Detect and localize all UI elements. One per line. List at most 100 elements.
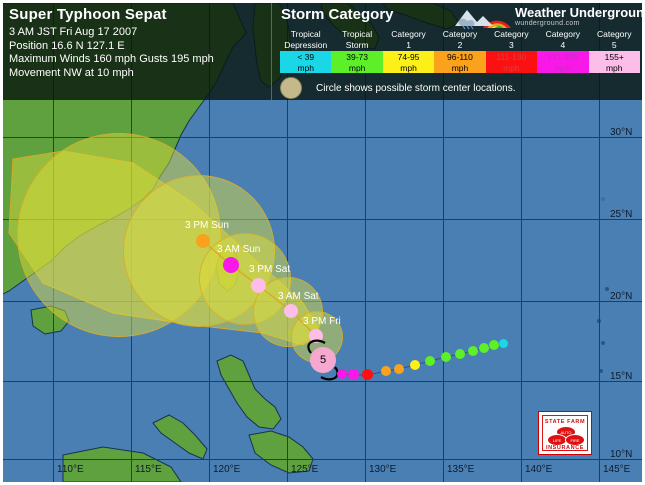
possible-center-circle-swatch (280, 77, 302, 99)
category-swatch-0[interactable]: < 39 mph (280, 51, 332, 73)
track-dot-2[interactable] (362, 369, 373, 380)
map-canvas[interactable]: 3 PM Sun 3 AM Sun 3 PM Sat 3 AM Sat 3 PM… (3, 3, 642, 482)
island-dot (599, 369, 603, 373)
track-dot-3[interactable] (381, 366, 391, 376)
state-farm-oval-2: FIRE (565, 434, 585, 446)
forecast-label-1: 3 AM Sun (217, 244, 261, 255)
state-farm-insurance-logo[interactable]: STATE FARM AUTO LIFE FIRE INSURANCE (538, 411, 592, 455)
category-header-1: Tropical Storm (331, 29, 382, 50)
lat-label-30: 30°N (610, 127, 633, 138)
current-storm-symbol[interactable]: 5 (310, 347, 336, 373)
forecast-label-4: 3 PM Fri (303, 316, 341, 327)
lon-label-140: 140°E (525, 464, 553, 475)
landmass-borneo (62, 446, 182, 482)
track-dot-11[interactable] (489, 340, 499, 350)
track-dot-1[interactable] (348, 369, 359, 380)
circle-legend-note: Circle shows possible storm center locat… (280, 77, 516, 99)
track-dot-6[interactable] (425, 356, 435, 366)
category-header-line1-5: Category (545, 29, 581, 39)
storm-category-title: Storm Category (281, 6, 394, 23)
landmass-luzon (216, 354, 282, 430)
track-dot-8[interactable] (455, 349, 465, 359)
category-swatch-2[interactable]: 74-95 mph (382, 51, 435, 73)
forecast-point-3[interactable] (284, 304, 298, 318)
weather-underground-logo[interactable]: Weather Underground wunderground.com (453, 5, 642, 31)
category-swatch-5[interactable]: 131-155 mph (537, 51, 589, 73)
track-dot-7[interactable] (441, 352, 451, 362)
track-dot-0[interactable] (337, 369, 347, 379)
category-header-line1-3: Category (442, 29, 478, 39)
state-farm-oval-label-0: AUTO (560, 429, 572, 435)
category-swatch-3[interactable]: 96-110 mph (434, 51, 486, 73)
gridline-lon-140 (521, 3, 522, 482)
category-header-line2-1: Storm (345, 39, 369, 50)
category-swatch-4[interactable]: 111-130 mph (485, 51, 538, 73)
forecast-point-1[interactable] (223, 257, 239, 273)
state-farm-oval-label-2: FIRE (570, 437, 580, 443)
lon-label-120: 120°E (213, 464, 241, 475)
island-dot (601, 341, 605, 345)
category-swatch-6[interactable]: 155+ mph (588, 51, 640, 73)
gridline-lon-135 (443, 3, 444, 482)
gridline-lat-25 (3, 219, 642, 220)
lon-label-115: 115°E (135, 464, 162, 475)
gridline-lon-145 (599, 3, 600, 482)
category-headers-row: Tropical Depression Tropical Storm Categ… (280, 29, 640, 50)
gridline-lat-20 (3, 301, 642, 302)
category-header-2: Category 1 (383, 29, 434, 50)
category-header-line1-6: Category (596, 29, 632, 39)
category-range-line2-4: mph (503, 62, 520, 73)
category-header-line2-3: 2 (457, 39, 463, 50)
category-range-line2-3: mph (451, 62, 469, 73)
category-range-line1-2: 74-95 (397, 52, 420, 62)
category-header-4: Category 3 (486, 29, 537, 50)
circle-legend-text: Circle shows possible storm center locat… (316, 82, 516, 94)
category-header-5: Category 4 (537, 29, 588, 50)
gridline-lat-30 (3, 137, 642, 138)
category-range-line2-6: mph (605, 62, 623, 73)
lon-label-130: 130°E (369, 464, 397, 475)
category-range-line1-3: 96-110 (447, 52, 473, 62)
category-header-line1-1: Tropical (342, 29, 373, 39)
category-range-line1-1: 39-73 (346, 52, 368, 62)
lon-label-110: 110°E (57, 464, 84, 475)
category-range-line2-2: mph (400, 62, 417, 73)
island-dot (605, 287, 609, 291)
category-range-line1-4: 111-130 (496, 52, 527, 62)
forecast-point-0[interactable] (196, 234, 210, 248)
track-dot-10[interactable] (479, 343, 489, 353)
state-farm-top-text: STATE FARM (544, 419, 586, 425)
category-range-line2-0: mph (297, 62, 314, 73)
lon-label-135: 135°E (447, 464, 475, 475)
rainbow-cloud-icon (455, 10, 511, 30)
category-header-line2-4: 3 (509, 39, 514, 50)
category-swatch-1[interactable]: 39-73 mph (331, 51, 383, 73)
track-dot-4[interactable] (394, 364, 404, 374)
lat-label-15: 15°N (610, 371, 633, 382)
track-dot-9[interactable] (468, 346, 478, 356)
category-color-bars: < 39 mph 39-73 mph 74-95 mph 96-110 mph (280, 51, 640, 73)
current-storm-category-label: 5 (319, 354, 327, 366)
forecast-label-3: 3 AM Sat (278, 291, 319, 302)
category-header-0: Tropical Depression (280, 29, 331, 50)
brand-domain: wunderground.com (515, 20, 580, 27)
info-header: Super Typhoon Sepat 3 AM JST Fri Aug 17 … (3, 3, 642, 100)
category-header-line2-6: 5 (611, 39, 617, 50)
category-header-6: Category 5 (589, 29, 640, 50)
gridline-lat-15 (3, 381, 642, 382)
forecast-point-4[interactable] (309, 329, 323, 343)
category-header-line2-2: 1 (406, 39, 411, 50)
category-header-line2-0: Depression (284, 39, 328, 50)
forecast-label-2: 3 PM Sat (249, 264, 291, 275)
forecast-label-0: 3 PM Sun (185, 220, 229, 231)
track-dot-12[interactable] (499, 339, 508, 348)
weather-underground-wordmark: Weather Underground wunderground.com (515, 6, 642, 28)
lat-label-10: 10°N (610, 449, 633, 460)
category-header-3: Category 2 (434, 29, 485, 50)
lat-label-25: 25°N (610, 209, 633, 220)
category-header-line1-0: Tropical (290, 29, 321, 39)
forecast-point-2[interactable] (251, 278, 266, 293)
track-dot-5[interactable] (410, 360, 420, 370)
island-dot (601, 197, 605, 201)
